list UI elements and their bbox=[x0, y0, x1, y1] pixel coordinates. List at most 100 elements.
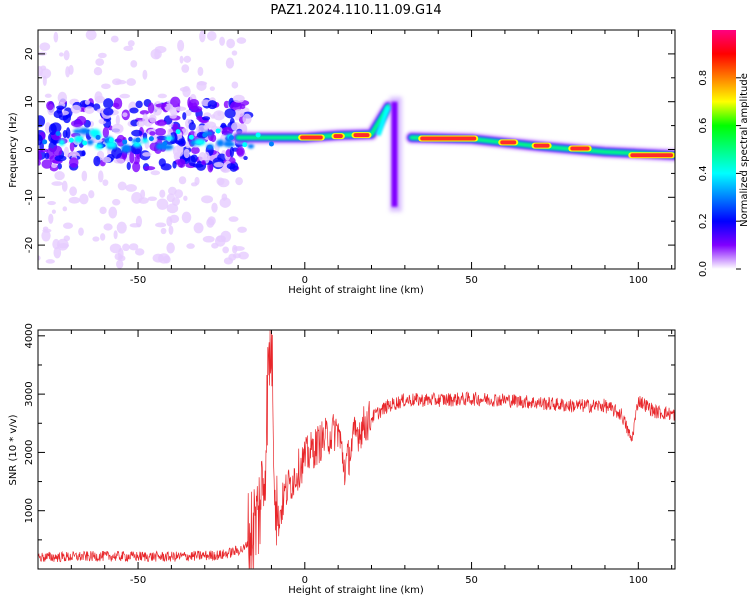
spectrogram-blob bbox=[156, 198, 169, 210]
spectrogram-blob bbox=[169, 214, 180, 224]
spectrogram-hot-blob bbox=[122, 144, 130, 151]
spectrogram-blob bbox=[154, 45, 167, 54]
spectrogram-blob bbox=[53, 31, 59, 43]
spectrogram-blob bbox=[54, 155, 67, 162]
spectrogram-blob bbox=[93, 155, 101, 167]
snr-series-line bbox=[38, 330, 675, 569]
spectrogram-blob bbox=[201, 160, 206, 166]
spectrogram-blob bbox=[129, 107, 139, 114]
spectrogram-x-axis-label: Height of straight line (km) bbox=[288, 285, 424, 296]
spectrogram-blob bbox=[91, 138, 103, 144]
spectrogram-x-tick-label: 50 bbox=[465, 275, 478, 286]
colorbar-tick-label: 0.2 bbox=[698, 213, 709, 229]
spectrogram-blob bbox=[188, 122, 196, 131]
spectrogram-blob bbox=[169, 113, 177, 119]
spectrogram-blob bbox=[159, 189, 166, 198]
colorbar-gradient bbox=[712, 30, 736, 269]
spectrogram-hot-blob bbox=[106, 140, 117, 149]
spectrogram-blob bbox=[205, 121, 217, 129]
spectrogram-blob bbox=[93, 66, 103, 76]
snr-x-tick-label: -50 bbox=[130, 575, 146, 586]
spectrogram-blob bbox=[102, 156, 112, 163]
spectrogram-blob bbox=[139, 110, 150, 115]
spectrogram-blob bbox=[172, 145, 184, 158]
spectrogram-blob bbox=[168, 186, 177, 196]
spectrogram-blob bbox=[232, 94, 245, 103]
spectrogram-blob bbox=[68, 196, 81, 204]
spectrogram-blob bbox=[182, 86, 191, 98]
spectrogram-blob bbox=[44, 93, 52, 98]
spectrogram-blob bbox=[40, 65, 47, 71]
spectrogram-blob bbox=[134, 248, 145, 256]
snr-axes: -50 0 50 100 1000 2000 3000 4000 bbox=[24, 323, 675, 586]
spectrogram-blob bbox=[48, 213, 54, 224]
spectrogram-blob bbox=[38, 151, 43, 162]
spectrogram-blob bbox=[62, 206, 68, 212]
snr-y-tick-label: 2000 bbox=[24, 440, 35, 465]
spectrogram-hot-blob bbox=[89, 128, 101, 137]
spectrogram-blob bbox=[62, 130, 68, 139]
spectrogram-blob bbox=[101, 83, 111, 90]
spectrogram-blob bbox=[178, 176, 187, 185]
spectrogram-blob bbox=[239, 104, 246, 110]
spectrogram-blob bbox=[129, 223, 141, 228]
spectrogram-blob bbox=[154, 128, 166, 136]
spectrogram-blob bbox=[111, 147, 123, 159]
spectrogram-ridge-dot bbox=[255, 132, 261, 138]
spectrogram-blob bbox=[123, 45, 134, 52]
spectrogram-blob bbox=[63, 146, 69, 158]
snr-plot-area bbox=[38, 330, 675, 569]
snr-frame bbox=[37, 329, 676, 570]
spectrogram-blob bbox=[122, 112, 128, 118]
spectrogram-blob bbox=[209, 86, 215, 92]
spectrogram-blob bbox=[69, 157, 79, 168]
spectrogram-blob bbox=[113, 97, 123, 110]
spectrogram-peak-segment bbox=[570, 146, 590, 151]
spectrogram-blob bbox=[78, 227, 84, 236]
spectrogram-blob bbox=[181, 64, 190, 73]
spectrogram-blob bbox=[174, 106, 187, 112]
spectrogram-blob bbox=[103, 98, 114, 109]
spectrogram-blob bbox=[232, 253, 242, 259]
spectrogram-blob bbox=[56, 238, 69, 251]
spectrogram-blob bbox=[129, 151, 135, 164]
spectrogram-blob bbox=[51, 181, 64, 186]
spectrogram-blob bbox=[143, 166, 156, 171]
spectrogram-blob bbox=[222, 246, 230, 254]
spectrogram-blob bbox=[235, 177, 243, 186]
spectrogram-blob bbox=[42, 75, 47, 87]
spectrogram-blob bbox=[142, 69, 148, 80]
spectrogram-blob bbox=[197, 66, 204, 77]
spectrogram-ridge-dot bbox=[55, 131, 61, 137]
spectrogram-blob bbox=[69, 141, 75, 152]
spectrogram-peak-segment bbox=[333, 134, 343, 139]
spectrogram-blob bbox=[103, 107, 114, 116]
spectrogram-blob bbox=[206, 31, 217, 41]
spectrogram-blob bbox=[57, 91, 67, 104]
spectrogram-blob bbox=[125, 184, 137, 192]
spectrogram-blob bbox=[232, 244, 238, 254]
spectrogram-blob bbox=[130, 60, 138, 68]
spectrogram-blob bbox=[142, 113, 148, 126]
spectrogram-blob bbox=[219, 36, 226, 46]
spectrogram-blob bbox=[68, 64, 74, 75]
spectrogram-hot-blob bbox=[206, 144, 214, 150]
spectrogram-blob bbox=[166, 242, 175, 254]
spectrogram-blob bbox=[196, 115, 203, 121]
spectrogram-peak-segment bbox=[500, 140, 517, 145]
spectrogram-blob bbox=[122, 243, 130, 252]
spectrogram-peak-segment bbox=[630, 153, 673, 158]
spectrogram-blob bbox=[172, 160, 177, 169]
spectrogram-hot-blob bbox=[58, 139, 65, 146]
snr-x-tick-label: 100 bbox=[629, 575, 648, 586]
spectrogram-blob bbox=[147, 196, 158, 202]
spectrogram-blob bbox=[188, 99, 200, 108]
spectrogram-blob bbox=[81, 170, 88, 182]
spectrogram-y-axis-label: Frequency (Hz) bbox=[8, 112, 19, 188]
spectrogram-blob bbox=[237, 226, 247, 233]
snr-y-tick-label: 1000 bbox=[24, 498, 35, 523]
spectrogram-blob bbox=[203, 151, 210, 164]
spectrogram-blob bbox=[199, 30, 206, 43]
spectrogram-blob bbox=[170, 96, 181, 108]
spectrogram-blob bbox=[116, 259, 124, 269]
